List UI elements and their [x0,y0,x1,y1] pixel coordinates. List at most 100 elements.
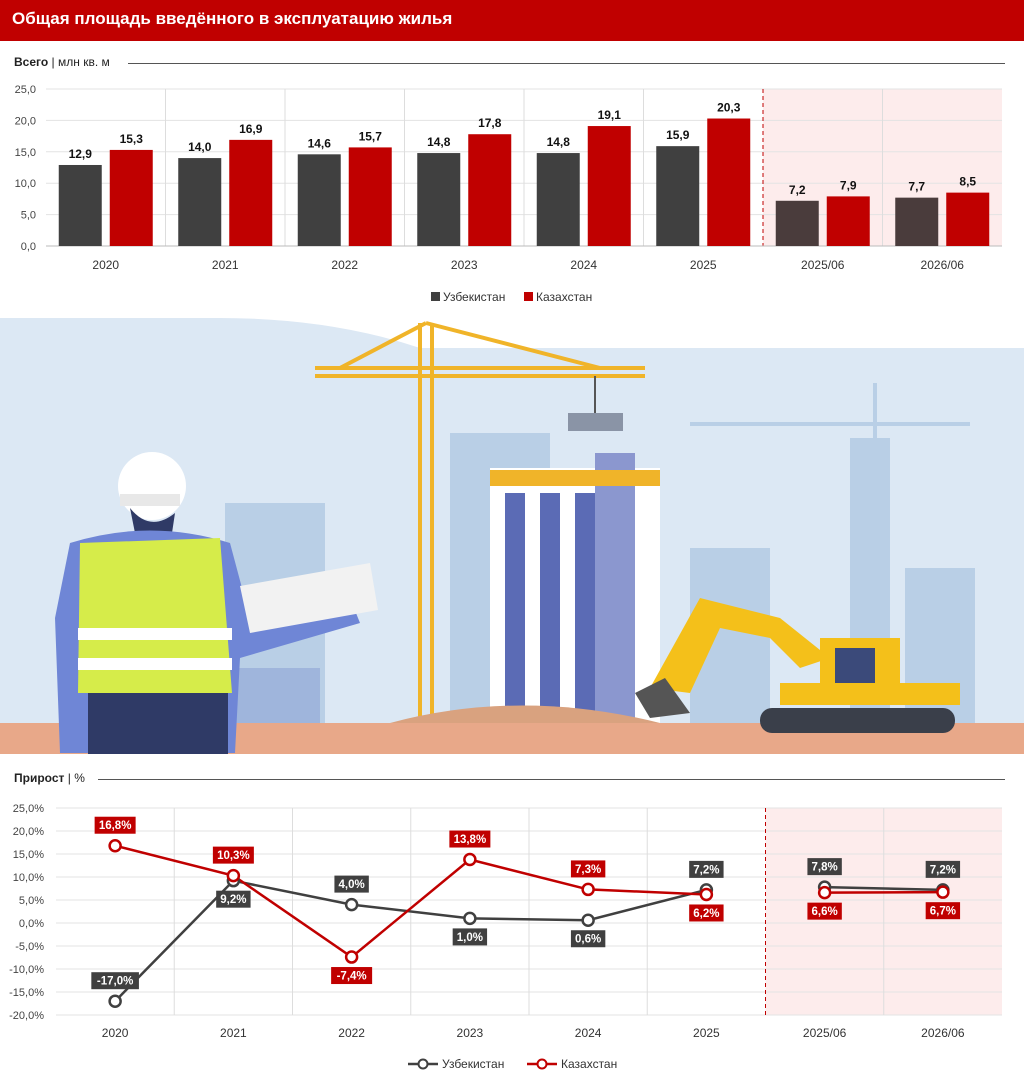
x-tick-label: 2022 [338,1026,365,1040]
bar-chart: 25,0 20,0 15,0 10,0 5,0 0,0 12,9 15,3 2020 14,0 16… [15,84,1002,304]
section-divider-top [128,63,1005,64]
point-label-kazakhstan: -7,4% [337,971,367,983]
bar-value-label: 15,9 [666,128,690,142]
bar-uzbekistan [536,153,580,246]
point-label-uzbekistan: 7,8% [812,862,838,874]
bar-kazakhstan [109,149,153,246]
section-label-growth: Прирост | % [14,771,91,785]
x-tick-label: 2025 [693,1026,720,1040]
point-label-box-kazakhstan [94,816,136,834]
bar-kazakhstan [946,192,990,246]
x-tick-label: 2020 [102,1026,129,1040]
legend-label-uzbekistan: Узбекистан [443,290,505,304]
bar-value-label: 15,3 [120,132,144,146]
data-point-kazakhstan [817,885,832,900]
section-label-total: Всего | млн кв. м [14,55,116,69]
y-tick-label: -20,0% [9,1010,44,1022]
data-point-kazakhstan [344,950,359,964]
y-tick-label: -15,0% [9,987,44,999]
y-tick-label: 0,0% [19,918,44,930]
bar-uzbekistan [895,197,939,246]
point-label-kazakhstan: 6,2% [693,908,719,920]
bar-kazakhstan [348,147,392,246]
point-label-uzbekistan: 7,2% [930,864,956,876]
bar-value-label: 7,9 [840,178,857,192]
title-bar: Общая площадь введённого в эксплуатацию … [0,0,1024,41]
legend-marker-kazakhstan [536,1058,548,1070]
bar-kazakhstan [826,196,870,246]
series-line-kazakhstan [114,844,707,959]
series-line-forecast-uzbekistan [824,885,943,892]
point-label-box-uzbekistan [689,860,724,878]
legend-marker-kazakhstan [524,292,533,301]
y-tick-label: 15,0% [13,849,44,861]
bar-kazakhstan [587,126,631,246]
y-tick-label: 10,0 [15,178,36,190]
point-label-box-uzbekistan [91,972,139,990]
bar-value-label: 19,1 [598,108,622,122]
bar-value-label: 12,9 [69,147,93,161]
legend-marker-uzbekistan [431,292,440,301]
bar-value-label: 17,8 [478,116,502,130]
bar-value-label: 7,7 [908,180,925,194]
bar-value-label: 16,9 [239,122,263,136]
y-tick-label: 0,0 [21,241,36,253]
bar-kazakhstan [468,134,512,246]
point-label-box-uzbekistan [807,858,842,876]
y-tick-label: 25,0% [13,803,44,815]
data-point-kazakhstan [463,852,477,867]
y-tick-label: 25,0 [15,84,36,96]
bar-value-label: 7,2 [789,183,806,197]
data-point-kazakhstan [226,868,241,883]
y-tick-label: -10,0% [9,964,44,976]
x-tick-label: 2023 [451,258,478,272]
point-label-box-kazakhstan [449,830,491,848]
point-label-box-kazakhstan [331,967,373,985]
x-tick-label: 2025 [690,258,717,272]
y-tick-label: 20,0% [13,826,44,838]
y-tick-label: 15,0 [15,147,36,159]
point-label-box-kazakhstan [570,860,606,878]
line-chart: 25,0% 20,0% 15,0% 10,0% 5,0% 0,0% -5,0% -10,0% -… [9,803,1002,1071]
point-label-uzbekistan: 0,6% [575,934,601,946]
x-tick-label: 2020 [92,258,119,272]
data-point-uzbekistan [581,913,595,927]
section-divider-bottom [98,779,1005,780]
y-tick-label: 10,0% [13,872,44,884]
point-label-kazakhstan: 7,3% [575,864,601,876]
bar-kazakhstan [707,118,751,246]
bar-value-label: 8,5 [959,175,976,189]
point-label-kazakhstan: 16,8% [99,820,132,832]
x-tick-label: 2021 [220,1026,247,1040]
bar-value-label: 14,8 [547,135,571,149]
point-label-uzbekistan: 4,0% [339,879,365,891]
bar-uzbekistan [178,158,222,246]
x-tick-label: 2026/06 [921,1026,965,1040]
bar-value-label: 14,8 [427,135,451,149]
point-label-uzbekistan: -17,0% [97,976,133,988]
data-point-kazakhstan [581,882,595,897]
point-label-uzbekistan: 1,0% [457,932,483,944]
bar-value-label: 15,7 [359,129,383,143]
x-tick-label: 2026/06 [921,258,965,272]
data-point-uzbekistan [463,911,477,926]
bar-uzbekistan [656,146,700,246]
x-tick-label: 2025/06 [803,1026,847,1040]
x-tick-label: 2024 [570,258,597,272]
bar-value-label: 20,3 [717,101,741,115]
y-tick-label: -5,0% [15,941,44,953]
point-label-box-kazakhstan [689,904,724,922]
construction-illustration [0,318,1024,754]
point-label-box-uzbekistan [216,890,251,908]
point-label-kazakhstan: 6,7% [930,906,956,918]
x-tick-label: 2025/06 [801,258,845,272]
point-label-kazakhstan: 10,3% [217,850,250,862]
bar-value-label: 14,6 [308,136,332,150]
legend-label-uzbekistan: Узбекистан [442,1057,504,1071]
data-point-kazakhstan [108,838,122,853]
data-point-uzbekistan [108,994,122,1008]
point-label-kazakhstan: 6,6% [812,906,838,918]
point-label-box-uzbekistan [334,875,369,893]
bar-uzbekistan [297,154,341,246]
x-tick-label: 2022 [331,258,358,272]
